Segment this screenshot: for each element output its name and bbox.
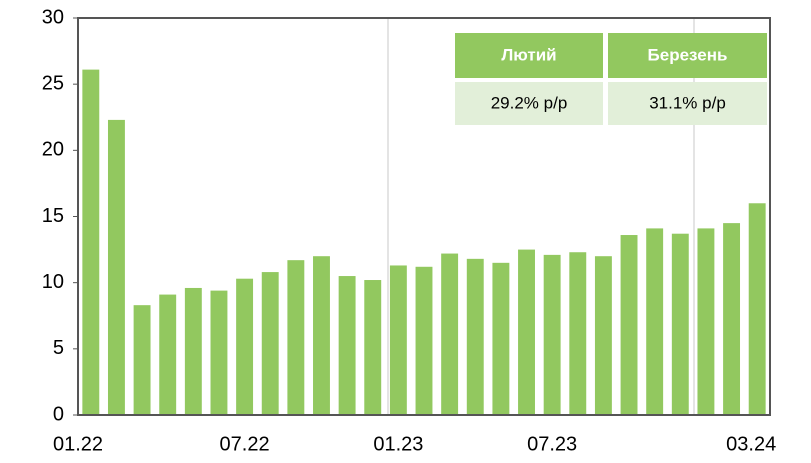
bar (671, 233, 689, 415)
table-header-cell (455, 33, 603, 78)
bar (184, 287, 202, 415)
bar (569, 252, 587, 415)
y-tick-label: 30 (42, 6, 64, 28)
y-tick-label: 25 (42, 72, 64, 94)
table-cell: 31.1% р/р (649, 93, 726, 112)
bar (415, 266, 433, 415)
x-tick-label: 03.24 (726, 433, 776, 455)
bar (133, 305, 151, 415)
bar (338, 276, 356, 415)
bar (518, 249, 535, 415)
x-tick-label: 07.22 (220, 433, 270, 455)
table-header-cell (608, 33, 767, 78)
y-tick-label: 5 (53, 337, 64, 359)
bar (82, 69, 100, 416)
bar (389, 265, 407, 415)
bar (594, 256, 612, 415)
bar (236, 278, 254, 415)
bar (107, 119, 125, 415)
table-cell: 29.2% р/р (491, 93, 568, 112)
table-header: Лютий (501, 45, 556, 64)
y-tick-label: 10 (42, 271, 64, 293)
y-tick-label: 15 (42, 205, 64, 227)
bar (723, 223, 741, 415)
bar (364, 280, 382, 415)
bar (748, 203, 766, 415)
table-header: Березень (648, 45, 728, 64)
table-cell-bg (455, 82, 603, 125)
bar (287, 260, 305, 415)
x-tick-label: 01.22 (53, 433, 103, 455)
bar (492, 262, 510, 415)
y-tick-label: 0 (53, 403, 64, 425)
bar (261, 272, 279, 415)
bar (313, 256, 330, 415)
bar (697, 228, 715, 415)
x-tick-label: 01.23 (373, 433, 423, 455)
x-tick-label: 07.23 (527, 433, 577, 455)
y-tick-label: 20 (42, 139, 64, 161)
table-cell-bg (608, 82, 767, 125)
bar (210, 290, 228, 415)
bar (159, 294, 177, 415)
bar (441, 253, 459, 415)
bar (646, 228, 664, 415)
bar (543, 254, 561, 415)
bar (620, 235, 638, 415)
bar (466, 258, 484, 415)
plot-frame (77, 17, 771, 416)
